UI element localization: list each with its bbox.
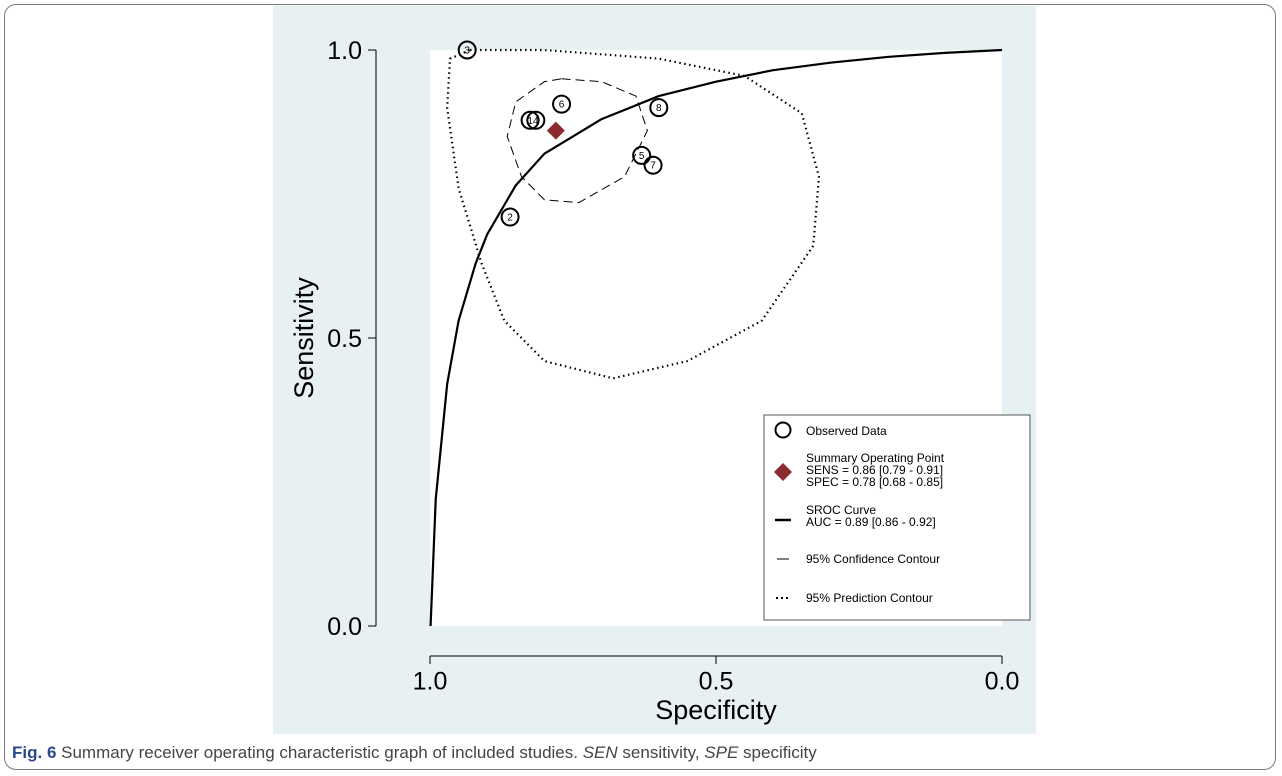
summary-point (546, 121, 565, 140)
observed-point-label: 1 (527, 116, 533, 127)
observed-point-label: 7 (650, 161, 656, 172)
observed-point-marker (649, 98, 669, 118)
sroc-chart: 0.0 0.5 1.0 1.0 0.5 0.0 Sensitivity Specific… (289, 37, 1031, 725)
legend-sroc-auc: AUC = 0.89 [0.86 - 0.92] (806, 515, 936, 529)
observed-point-label: 3 (464, 46, 470, 57)
observed-point: 6 (552, 94, 572, 114)
observed-point: 5 (632, 145, 652, 165)
observed-point-marker (500, 207, 520, 227)
y-tick-label: 0.5 (327, 325, 362, 353)
observed-point-marker (457, 40, 477, 60)
observed-point-marker (643, 155, 663, 175)
x-tick-label: 1.0 (413, 668, 448, 696)
observed-point: 4 (526, 110, 546, 130)
observed-point-marker (552, 94, 572, 114)
x-tick-label: 0.5 (699, 668, 734, 696)
caption-abbr-spe-def: specificity (738, 743, 817, 762)
caption-figure-label: Fig. 6 (12, 743, 57, 762)
x-axis-title: Specificity (655, 695, 777, 725)
x-tick-label: 0.0 (985, 668, 1020, 696)
y-tick-label: 1.0 (327, 37, 362, 65)
observed-point: 1 (520, 110, 540, 130)
prediction-contour (446, 48, 821, 380)
observed-point-label: 2 (507, 213, 513, 224)
figure-frame (4, 4, 1276, 770)
observed-point-marker (520, 110, 540, 130)
observed-point: 7 (643, 155, 663, 175)
legend-confidence-label: 95% Confidence Contour (806, 552, 940, 566)
legend-observed-marker (774, 421, 792, 439)
observed-point-marker (526, 110, 546, 130)
observed-point-label: 8 (656, 103, 662, 114)
legend-sroc-title: SROC Curve (806, 503, 876, 517)
legend: Observed Data Summary Operating Point SE… (763, 414, 1031, 621)
observed-point: 2 (500, 207, 520, 227)
y-tick-label: 0.0 (327, 613, 362, 641)
observed-point: 8 (649, 98, 669, 118)
legend-summary-sens: SENS = 0.86 [0.79 - 0.91] (806, 463, 943, 477)
x-ticks: 1.0 0.5 0.0 (413, 656, 1020, 696)
summary-operating-point (546, 121, 565, 140)
observed-point: 3 (457, 40, 477, 60)
legend-summary-title: Summary Operating Point (806, 451, 945, 465)
y-ticks: 0.0 0.5 1.0 (327, 37, 376, 641)
observed-point-label: 6 (559, 100, 565, 111)
caption-abbr-sen-def: sensitivity, (617, 743, 705, 762)
curves (429, 48, 1003, 627)
observed-point-label: 5 (639, 151, 645, 162)
observed-point-label: 4 (533, 116, 539, 127)
caption-abbr-sen: SEN (582, 743, 618, 762)
figure-caption: Fig. 6 Summary receiver operating charac… (12, 743, 817, 763)
sroc-curve (429, 48, 1003, 627)
caption-text: Summary receiver operating characteristi… (56, 743, 583, 762)
y-axis-title: Sensitivity (289, 277, 319, 399)
observed-point-marker (632, 145, 652, 165)
legend-summary-spec: SPEC = 0.78 [0.68 - 0.85] (806, 475, 943, 489)
legend-observed-label: Observed Data (806, 424, 887, 438)
legend-box (763, 414, 1031, 621)
caption-abbr-spe: SPE (704, 743, 739, 762)
confidence-contour (506, 78, 648, 204)
legend-summary-marker (774, 463, 792, 481)
observed-points: 3 6 8 1 4 57 2 (457, 40, 669, 227)
legend-prediction-label: 95% Prediction Contour (806, 591, 933, 605)
